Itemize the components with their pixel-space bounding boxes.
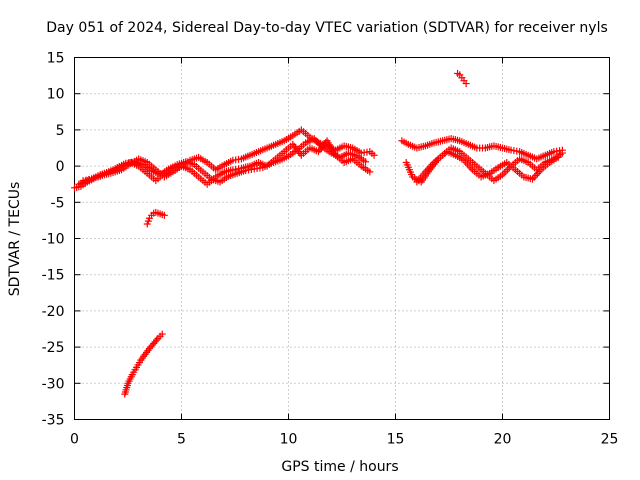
data-point	[362, 158, 370, 166]
y-tick-label: -25	[42, 340, 65, 356]
data-point	[500, 169, 508, 177]
series-high-arc	[454, 69, 470, 88]
y-tick-label: -15	[42, 268, 65, 284]
x-tick-label: 5	[177, 432, 186, 448]
x-tick-label: 15	[387, 432, 405, 448]
x-tick-label: 10	[280, 432, 298, 448]
y-tick-label: 5	[56, 123, 65, 139]
series-dip-arc	[121, 330, 166, 398]
data-point	[558, 149, 566, 157]
series-evening-band-c	[413, 144, 566, 186]
y-tick-label: 10	[47, 87, 65, 103]
series-evening-band-b	[402, 148, 562, 186]
y-tick-label: 15	[47, 51, 65, 67]
series-small-arc	[143, 208, 168, 228]
data-point	[366, 168, 374, 176]
x-tick-label: 0	[70, 432, 79, 448]
y-tick-label: 0	[56, 159, 65, 175]
data-point	[462, 80, 470, 88]
axis-ticks	[74, 57, 610, 420]
data-point	[153, 336, 161, 344]
data-point	[502, 167, 510, 175]
y-axis-label: SDTVAR / TECUs	[7, 182, 23, 297]
x-tick-label: 25	[601, 432, 619, 448]
series-evening-band-a	[398, 135, 566, 163]
y-tick-label: -5	[51, 195, 65, 211]
y-tick-label: -10	[42, 232, 65, 248]
data-points	[71, 69, 566, 398]
y-tick-label: -20	[42, 304, 65, 320]
data-point	[370, 151, 378, 159]
y-tick-label: -35	[42, 413, 65, 429]
grid-lines	[74, 57, 610, 420]
data-point	[158, 330, 166, 338]
x-tick-label: 20	[494, 432, 512, 448]
x-tick-labels: 0 5 10 15 20 25	[70, 432, 618, 448]
y-tick-label: -30	[42, 376, 65, 392]
data-point	[160, 211, 168, 219]
series-main-band-c	[79, 135, 370, 186]
y-tick-labels: 15 10 5 0 -5 -10 -15 -20 -25 -30 -35	[42, 51, 65, 429]
x-axis-label: GPS time / hours	[281, 459, 398, 475]
chart-title: Day 051 of 2024, Sidereal Day-to-day VTE…	[46, 20, 608, 36]
